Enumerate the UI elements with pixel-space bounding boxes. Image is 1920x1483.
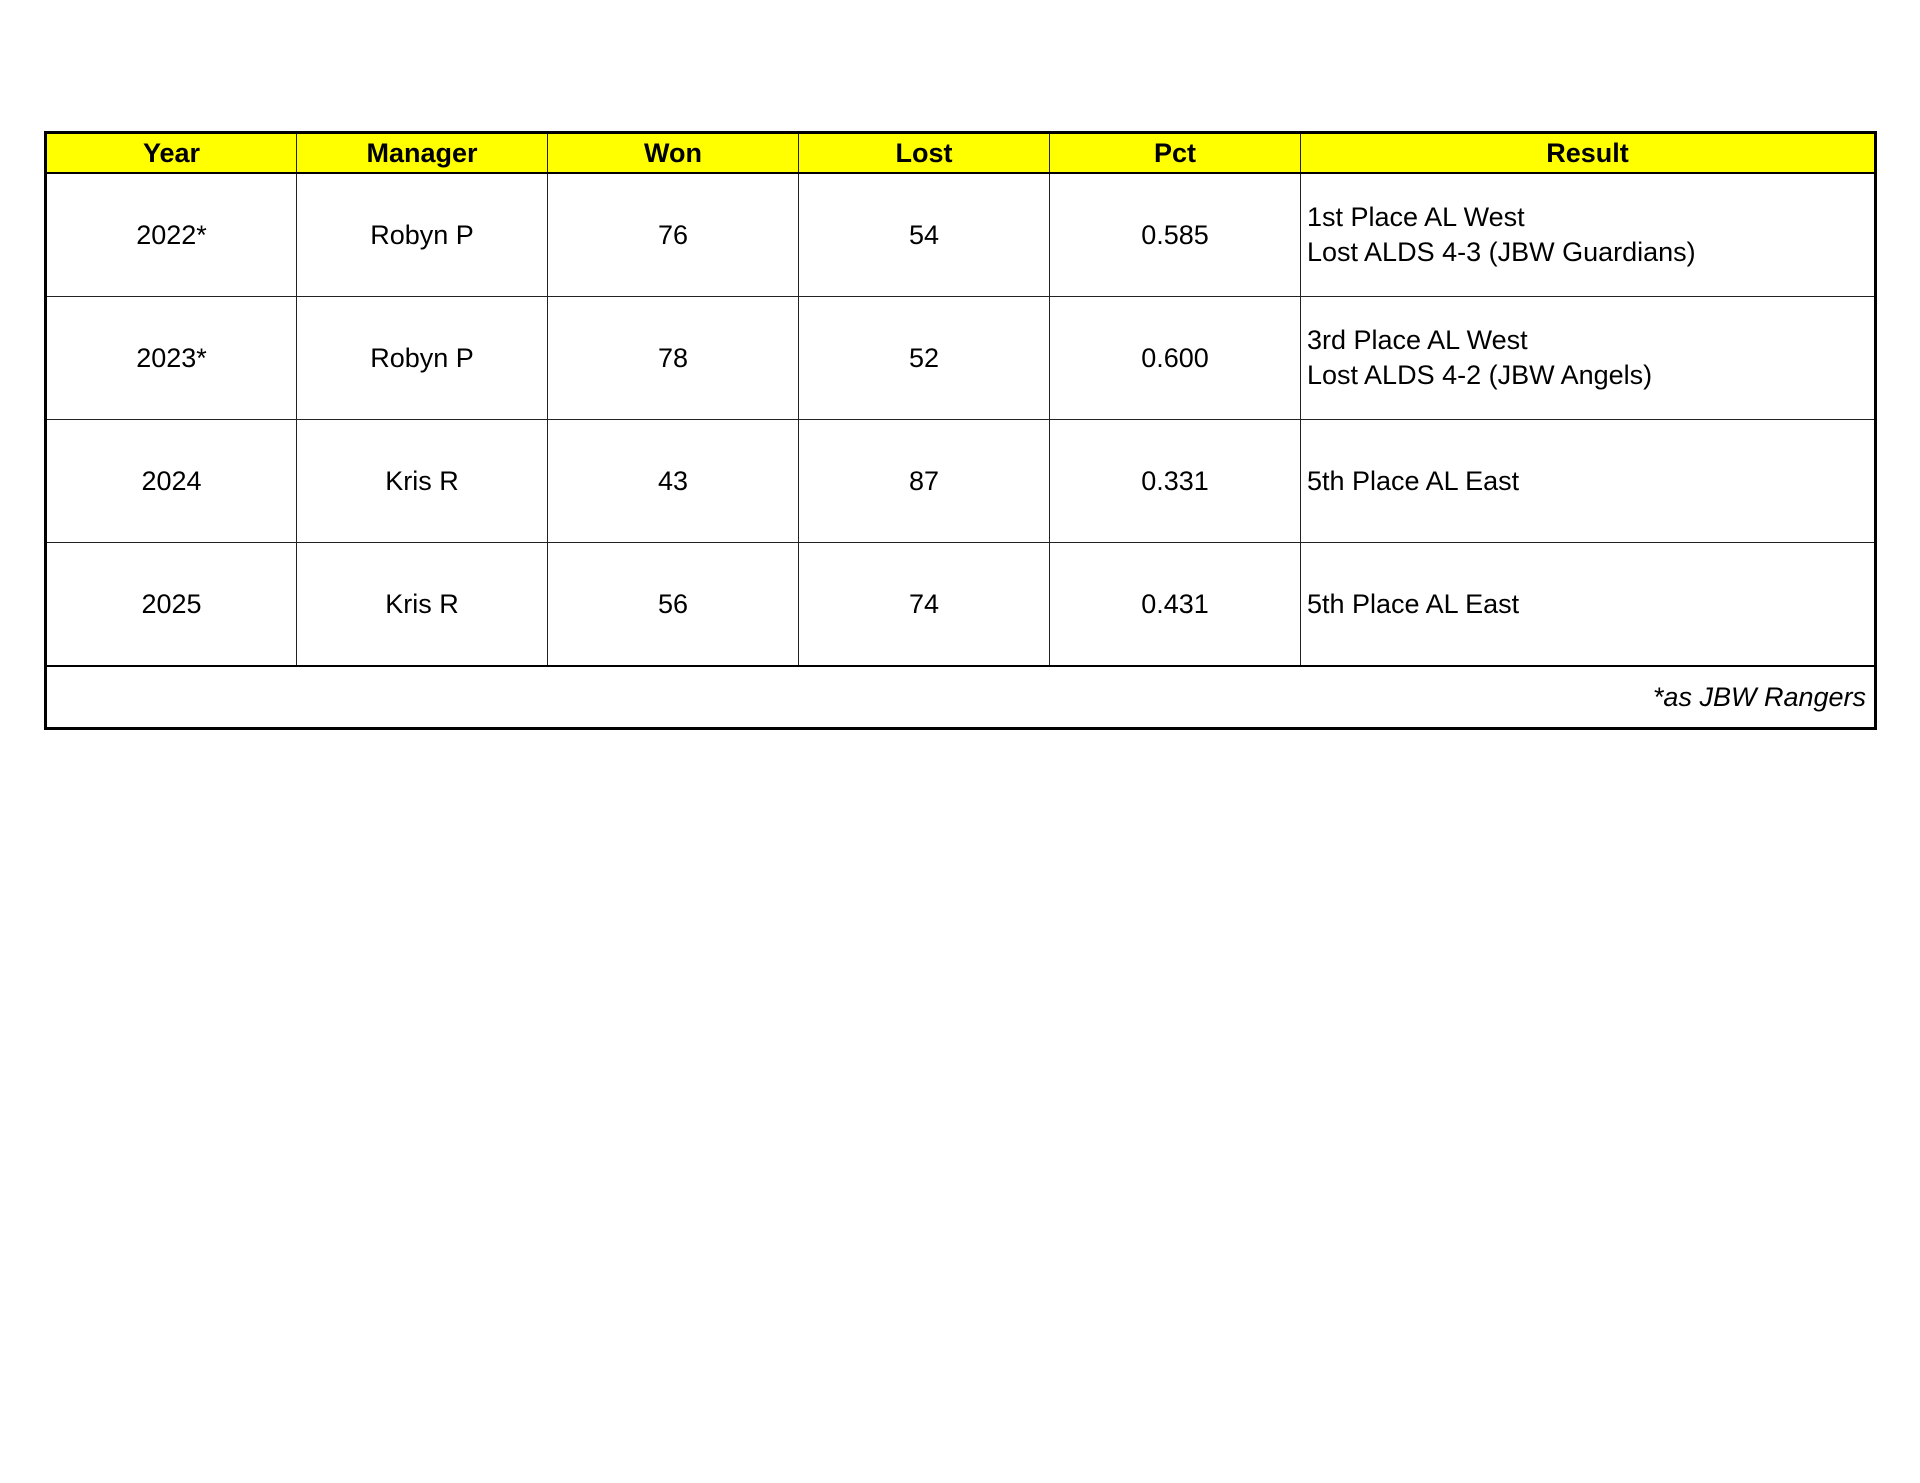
pct-cell: 0.585 [1049,172,1301,297]
lost-cell: 54 [798,172,1050,297]
won-cell: 76 [547,172,799,297]
table-row: 2023* Robyn P 78 52 0.600 3rd Place AL West Lo… [45,296,1876,420]
won-cell: 43 [547,419,799,543]
table-row: 2025 Kris R 56 74 0.431 5th Place AL East [45,542,1876,667]
header-year: Year [45,132,297,174]
result-line: 5th Place AL East [1307,465,1520,496]
manager-cell: Kris R [296,419,548,543]
manager-cell: Kris R [296,542,548,667]
year-cell: 2023* [45,296,297,420]
result-cell: 3rd Place AL West Lost ALDS 4-2 (JBW Ange… [1300,296,1876,420]
header-won: Won [547,132,799,174]
result-line: 1st Place AL West [1307,202,1525,232]
pct-cell: 0.600 [1049,296,1301,420]
won-cell: 56 [547,542,799,667]
footnote-row: *as JBW Rangers [45,665,1876,729]
year-cell: 2022* [45,172,297,297]
won-cell: 78 [547,296,799,420]
header-manager: Manager [296,132,548,174]
pct-cell: 0.331 [1049,419,1301,543]
year-cell: 2025 [45,542,297,667]
footnote: *as JBW Rangers [45,665,1876,729]
manager-cell: Robyn P [296,296,548,420]
header-result: Result [1300,132,1876,174]
pct-cell: 0.431 [1049,542,1301,667]
lost-cell: 52 [798,296,1050,420]
header-pct: Pct [1049,132,1301,174]
result-line: Lost ALDS 4-3 (JBW Guardians) [1307,237,1696,267]
result-line: Lost ALDS 4-2 (JBW Angels) [1307,360,1653,390]
season-results-table: Year Manager Won Lost Pct Result 2022* Ro… [44,131,1877,730]
lost-cell: 87 [798,419,1050,543]
lost-cell: 74 [798,542,1050,667]
result-line: 3rd Place AL West [1307,325,1528,355]
result-cell: 5th Place AL East [1300,419,1876,543]
table-row: 2022* Robyn P 76 54 0.585 1st Place AL West Lo… [45,172,1876,297]
header-lost: Lost [798,132,1050,174]
result-line: 5th Place AL East [1307,588,1520,619]
table-row: 2024 Kris R 43 87 0.331 5th Place AL East [45,419,1876,543]
year-cell: 2024 [45,419,297,543]
result-cell: 5th Place AL East [1300,542,1876,667]
header-row: Year Manager Won Lost Pct Result [45,132,1876,174]
result-cell: 1st Place AL West Lost ALDS 4-3 (JBW Guar… [1300,172,1876,297]
manager-cell: Robyn P [296,172,548,297]
